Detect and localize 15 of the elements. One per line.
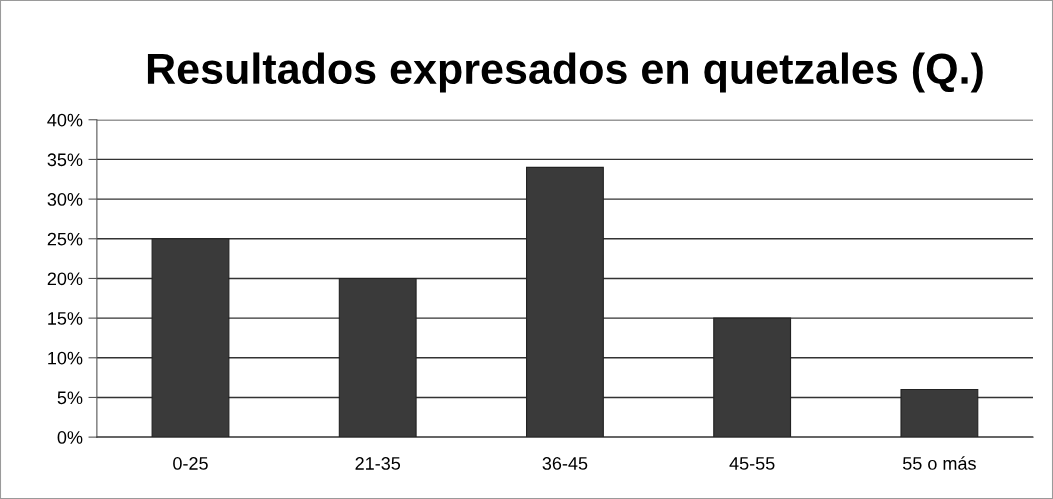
y-tick-label: 15% — [48, 312, 83, 325]
y-tick-label: 40% — [47, 113, 83, 127]
y-tick-label: 35% — [47, 153, 83, 167]
chart-title: Resultados expresados en quetzales (Q.) — [147, 52, 983, 93]
x-tick-label: 45-55 — [729, 457, 775, 470]
y-tick-label: 25% — [47, 232, 83, 246]
y-tick-label: 30% — [47, 193, 83, 206]
x-tick-label: 0-25 — [173, 457, 208, 470]
y-tick-label: 0% — [57, 431, 83, 444]
y-tick-label: 20% — [47, 272, 83, 286]
y-tick-label: 5% — [57, 391, 83, 405]
x-tick-label: 21-35 — [355, 457, 401, 470]
y-tick-label: 10% — [48, 351, 83, 365]
x-tick-label: 55 o más — [902, 456, 976, 470]
x-tick-label: 36-45 — [542, 457, 588, 470]
